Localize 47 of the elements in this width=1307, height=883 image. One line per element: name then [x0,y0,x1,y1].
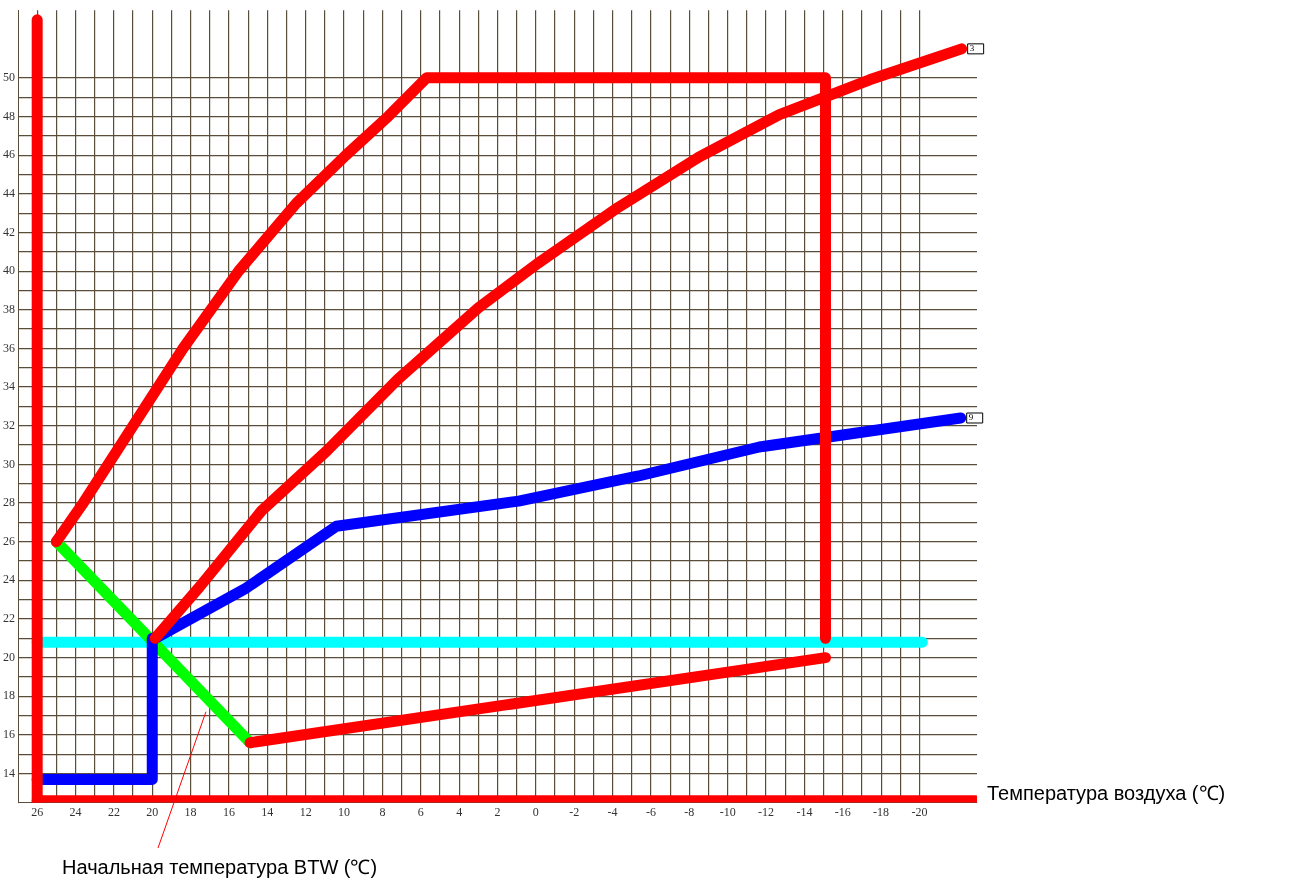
x-tick-label: 6 [417,804,424,819]
x-tick-label: -20 [911,804,928,819]
x-tick-label: 20 [146,804,159,819]
x-tick-label: 14 [261,804,274,819]
y-tick-label: 46 [3,147,15,162]
y-tick-label: 24 [3,572,15,587]
y-tick-label: 40 [3,263,15,278]
y-tick-label: 42 [3,224,15,239]
y-tick-label: 26 [3,533,15,548]
x-tick-label: 26 [31,804,44,819]
x-tick-label: 12 [299,804,312,819]
x-tick-label: 4 [456,804,463,819]
x-tick-label: -14 [796,804,813,819]
y-tick-label: 28 [3,495,15,510]
annotation: 9 [968,412,974,423]
y-tick-label: 22 [3,611,15,626]
y-tick-label: 36 [3,340,15,355]
y-tick-label: 50 [3,70,15,84]
y-tick-label: 48 [3,108,15,123]
x-tick-label: -16 [834,804,851,819]
y-tick-label: 20 [3,649,15,664]
y-tick-label: 30 [3,456,15,471]
x-tick-label: -18 [873,804,890,819]
x-tick-label: -4 [607,804,618,819]
y-tick-label: 32 [3,417,15,432]
x-tick-label: 22 [107,804,120,819]
y-tick-label: 34 [3,379,15,394]
y-tick-label: 44 [3,185,15,200]
y-tick-label: 38 [3,301,15,316]
annotation: 3 [969,43,975,54]
x-tick-label: 2 [494,804,501,819]
y-tick-label: 18 [3,688,15,703]
x-tick-label: 18 [184,804,197,819]
x-tick-label: 16 [222,804,235,819]
x-tick-label: -10 [719,804,736,819]
x-tick-label: -6 [645,804,656,819]
y-tick-label: 14 [3,765,15,780]
x-tick-label: -12 [758,804,775,819]
y-tick-label: 16 [3,727,15,742]
x-tick-label: 24 [69,804,82,819]
annotation: Начальная температура BTW (℃) [62,855,378,878]
x-tick-label: 0 [532,804,539,819]
x-tick-label: 10 [338,804,351,819]
x-axis-title: Температура воздуха (℃) [987,782,1226,805]
x-tick-label: -2 [569,804,580,819]
x-tick-label: 8 [379,804,386,819]
x-tick-label: -8 [684,804,695,819]
